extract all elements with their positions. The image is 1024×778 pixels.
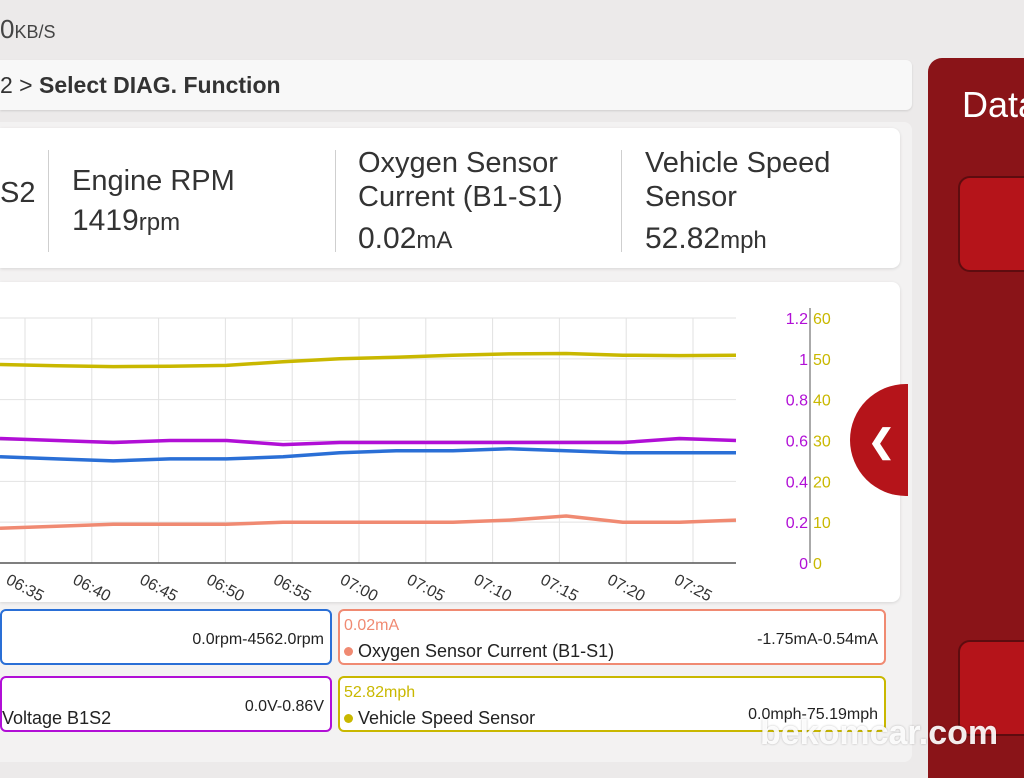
legend-range: 0.0V-0.86V [244,698,324,715]
value-name: S2 [0,177,36,209]
breadcrumb: 2 > Select DIAG. Function [0,72,281,99]
value-number: 1419 [72,204,139,237]
legend-name: Oxygen Sensor Current (B1-S1) [344,641,614,662]
legend-name: Voltage B1S2 [2,708,112,728]
side-data-panel: Data [928,58,1024,778]
network-speed-indicator: 0KB/S [0,14,56,45]
value-unit: rpm [138,209,181,236]
side-panel-button-bottom[interactable] [958,640,1024,736]
value-number: 0.02 [358,222,417,255]
side-panel-button-top[interactable] [958,176,1024,272]
legend-engine-rpm[interactable]: 0.0rpm-4562.0rpm [0,609,332,665]
value-name: Engine RPM [72,165,235,197]
watermark: bekomcar.com [760,714,999,752]
chevron-left-icon: ❮ [868,423,895,459]
legend-range: 0.0mph-75.19mph [748,706,878,723]
legend-vehicle-speed[interactable]: 52.82mph Vehicle Speed Sensor 0.0mph-75.… [338,676,886,732]
value-unit: mph [720,227,767,254]
legend-current-value: 52.82mph [344,684,416,701]
value-cell-engine-rpm: Engine RPM 1419rpm [72,164,235,240]
chart-card [0,282,900,602]
value-cell-vehicle-speed: Vehicle Speed Sensor 52.82mph [645,146,830,258]
value-name: Vehicle Speed [645,147,831,179]
breadcrumb-prefix[interactable]: 2 > [0,72,40,98]
legend-name-text: Vehicle Speed Sensor [358,708,536,728]
breadcrumb-current: Select DIAG. Function [39,72,281,98]
value-divider [48,150,49,252]
value-unit: mA [416,227,453,254]
value-divider [621,150,622,252]
legend-current-value: 0.02mA [344,617,400,634]
value-name-line2: Current (B1-S1) [358,181,563,213]
value-name-line2: Sensor [645,181,737,213]
legend-range: 0.0rpm-4562.0rpm [192,631,324,648]
legend-name: Vehicle Speed Sensor [344,708,535,729]
breadcrumb-bar: 2 > Select DIAG. Function [0,60,912,110]
side-panel-title: Data [962,84,1024,125]
network-speed-value: 0 [0,14,15,44]
value-name: Oxygen Sensor [358,147,558,179]
value-number: 52.82 [645,222,721,255]
network-speed-unit: KB/S [14,22,56,42]
legend-dot [344,714,353,723]
legend-range: -1.75mA-0.54mA [757,631,878,648]
value-cell-oxygen-sensor: Oxygen Sensor Current (B1-S1) 0.02mA [358,146,563,258]
legend-dot [344,647,353,656]
value-divider [335,150,336,252]
value-cell-voltage-b1s2: S2 [0,176,35,210]
live-values-panel: S2 Engine RPM 1419rpm Oxygen Sensor Curr… [0,128,900,268]
legend-name-text: Oxygen Sensor Current (B1-S1) [358,641,615,661]
legend-oxygen-sensor[interactable]: 0.02mA Oxygen Sensor Current (B1-S1) -1.… [338,609,886,665]
legend-voltage-b1s2[interactable]: Voltage B1S2 0.0V-0.86V [0,676,332,732]
